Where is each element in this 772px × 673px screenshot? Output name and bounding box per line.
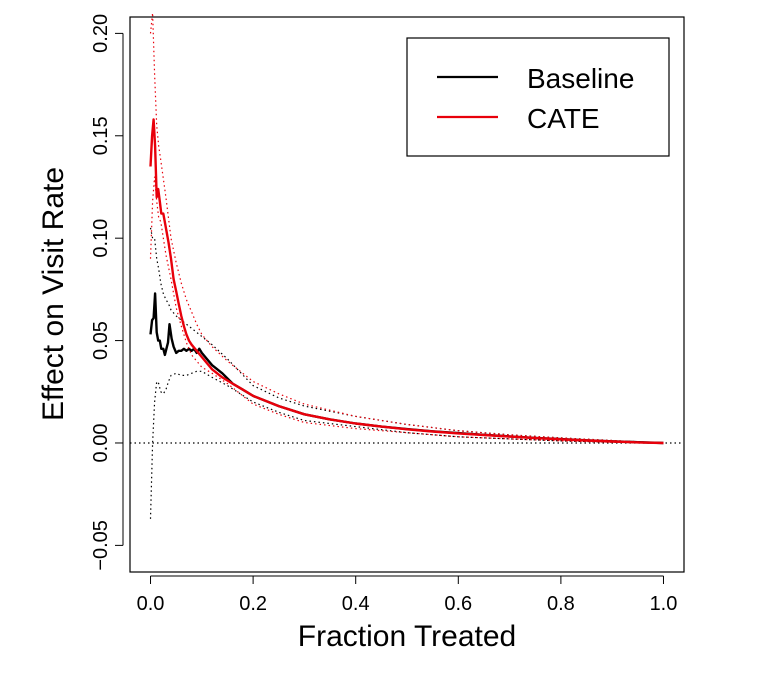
- legend-label-baseline: Baseline: [527, 63, 634, 94]
- x-axis-title: Fraction Treated: [298, 620, 516, 653]
- x-tick-label-3: 0.6: [444, 593, 472, 615]
- y-tick-label-1: 0.00: [90, 424, 112, 463]
- legend-label-cate: CATE: [527, 103, 600, 134]
- y-tick-label-3: 0.10: [90, 219, 112, 258]
- series-cate-bounds-upper: [149, 12, 664, 444]
- x-tick-label-0: 0.0: [137, 593, 165, 615]
- y-tick-label-4: 0.15: [90, 116, 112, 155]
- series-cate-bounds-lower: [149, 176, 664, 444]
- legend: Baseline CATE: [406, 37, 670, 157]
- series-baseline-bounds-lower: [149, 370, 664, 519]
- data-layer: [130, 12, 684, 519]
- x-tick-label-4: 0.8: [547, 593, 575, 615]
- y-tick-label-0: −0.05: [90, 520, 112, 571]
- y-tick-label-2: 0.05: [90, 321, 112, 360]
- x-tick-label-1: 0.2: [239, 593, 267, 615]
- y-tick-label-5: 0.20: [90, 14, 112, 53]
- x-tick-label-5: 1.0: [650, 593, 678, 615]
- legend-box: [406, 37, 670, 157]
- axes-layer: 0.0 0.2 0.4 0.6 0.8 1.0 −0.05 0.00 0.05 0.10 0.15 0…: [90, 14, 677, 615]
- y-axis-title: Effect on Visit Rate: [37, 167, 70, 421]
- x-tick-label-2: 0.4: [342, 593, 370, 615]
- series-baseline-bounds-upper: [149, 227, 664, 444]
- series-cate-line: [149, 118, 664, 445]
- plot-frame: [129, 16, 685, 573]
